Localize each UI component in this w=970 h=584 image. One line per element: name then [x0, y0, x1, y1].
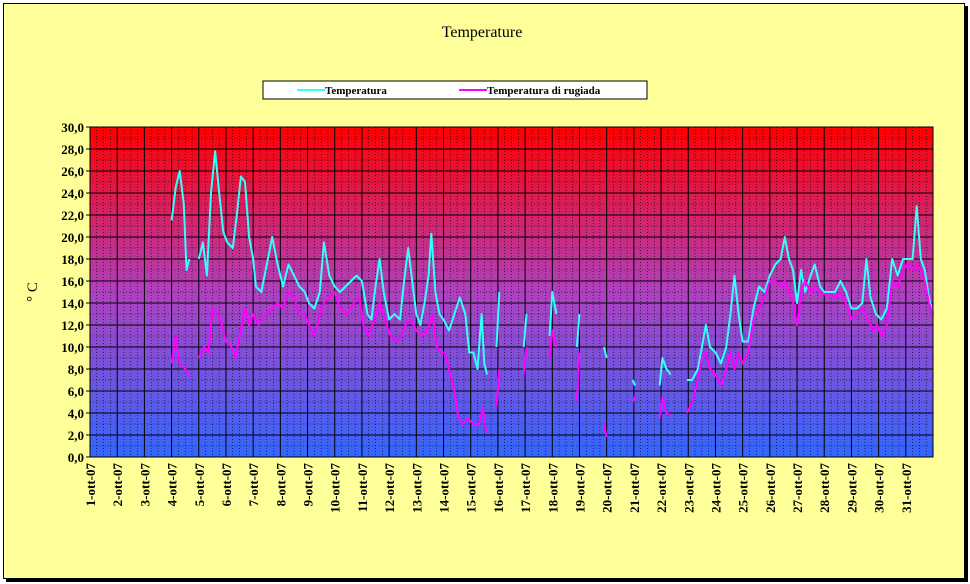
x-tick-label: 11-ott-07 — [355, 463, 370, 513]
x-tick-label: 19-ott-07 — [572, 463, 587, 513]
y-tick-label: 20,0 — [61, 230, 84, 245]
series-layer — [170, 150, 934, 438]
x-tick-label: 3-ott-07 — [137, 463, 152, 507]
x-tick-label: 30-ott-07 — [872, 463, 887, 513]
y-axis-label: ° C — [25, 282, 41, 302]
series-line-segment — [686, 263, 934, 414]
y-tick-label: 24,0 — [61, 186, 84, 201]
x-tick-label: 4-ott-07 — [165, 463, 180, 507]
x-tick-label: 26-ott-07 — [763, 463, 778, 513]
series-line-segment — [631, 396, 637, 403]
x-tick-label: 8-ott-07 — [273, 463, 288, 507]
x-tick-label: 10-ott-07 — [328, 463, 343, 513]
x-tick-label: 2-ott-07 — [110, 463, 125, 507]
y-tick-label: 28,0 — [61, 142, 84, 157]
y-tick-label: 12,0 — [61, 318, 84, 333]
plot-border — [89, 126, 934, 458]
x-tick-label: 21-ott-07 — [627, 463, 642, 513]
y-tick-label: 2,0 — [68, 428, 84, 443]
series-0 — [170, 150, 934, 386]
series-line-segment — [495, 368, 501, 408]
x-tick-label: 1-ott-07 — [83, 463, 98, 507]
x-tick-label: 25-ott-07 — [736, 463, 751, 513]
y-tick-label: 26,0 — [61, 164, 84, 179]
series-1 — [170, 263, 934, 438]
series-line-segment — [658, 357, 672, 386]
series-line-segment — [631, 379, 637, 386]
series-line-segment — [603, 346, 608, 359]
x-tick-label: 28-ott-07 — [817, 463, 832, 513]
x-tick-label: 17-ott-07 — [518, 463, 533, 513]
x-tick-label: 27-ott-07 — [790, 463, 805, 513]
x-tick-label: 18-ott-07 — [545, 463, 560, 513]
y-tick-label: 8,0 — [68, 362, 84, 377]
series-line-segment — [575, 313, 581, 348]
series-line-segment — [575, 352, 581, 403]
x-tick-label: 20-ott-07 — [600, 463, 615, 513]
series-line-segment — [522, 346, 528, 375]
y-tick-label: 16,0 — [61, 274, 84, 289]
y-tick-label: 6,0 — [68, 384, 84, 399]
series-line-segment — [495, 291, 501, 348]
x-tick-label: 24-ott-07 — [708, 463, 723, 513]
x-axis: 1-ott-07 2-ott-07 3-ott-07 4-ott-07 5-ott-07… — [83, 463, 914, 513]
series-line-segment — [548, 291, 558, 337]
series-line-segment — [658, 395, 672, 419]
series-line-segment — [197, 291, 488, 434]
series-line-segment — [686, 205, 934, 381]
series-line-segment — [197, 150, 488, 375]
x-tick-label: 31-ott-07 — [899, 463, 914, 513]
series-line-segment — [603, 423, 608, 438]
x-tick-label: 6-ott-07 — [219, 463, 234, 507]
x-tick-label: 13-ott-07 — [409, 463, 424, 513]
y-tick-label: 22,0 — [61, 208, 84, 223]
x-tick-label: 29-ott-07 — [844, 463, 859, 513]
x-tick-label: 14-ott-07 — [437, 463, 452, 513]
x-tick-label: 15-ott-07 — [464, 463, 479, 513]
x-tick-label: 23-ott-07 — [681, 463, 696, 513]
x-tick-label: 5-ott-07 — [192, 463, 207, 507]
y-tick-label: 0,0 — [68, 450, 84, 465]
y-tick-label: 4,0 — [68, 406, 84, 421]
legend-box — [262, 80, 648, 100]
series-line-segment — [548, 329, 558, 359]
legend-label-rugiada: Temperatura di rugiada — [487, 85, 601, 97]
x-tick-label: 16-ott-07 — [491, 463, 506, 513]
y-tick-label: 14,0 — [61, 296, 84, 311]
y-tick-label: 30,0 — [61, 120, 84, 135]
series-line-segment — [170, 170, 191, 271]
x-tick-label: 22-ott-07 — [654, 463, 669, 513]
series-line-segment — [170, 335, 191, 376]
x-tick-label: 9-ott-07 — [301, 463, 316, 507]
series-line-segment — [522, 313, 528, 348]
legend: Temperatura Temperatura di rugiada — [262, 80, 648, 100]
y-axis: 0,0 2,0 4,0 6,0 8,0 10,0 12,0 14,0 16,0 18,0 20,0 2… — [61, 120, 90, 465]
chart-title: Temperature — [442, 24, 523, 41]
y-tick-label: 10,0 — [61, 340, 84, 355]
x-tick-label: 12-ott-07 — [382, 463, 397, 513]
x-tick-label: 7-ott-07 — [246, 463, 261, 507]
y-tick-label: 18,0 — [61, 252, 84, 267]
legend-label-temperatura: Temperatura — [325, 85, 387, 97]
